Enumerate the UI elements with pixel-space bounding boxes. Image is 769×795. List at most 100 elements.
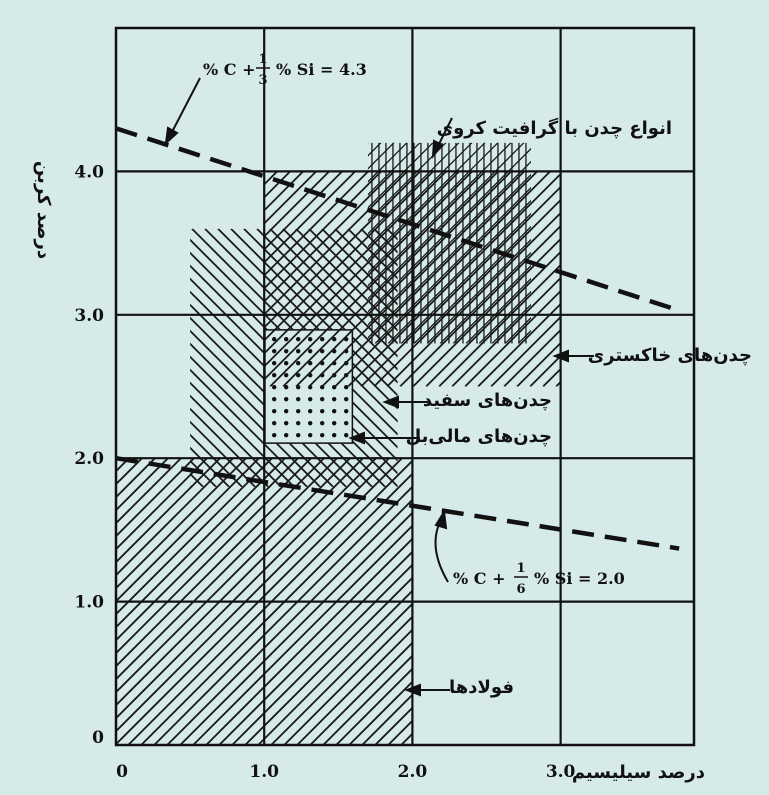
region-0-hatch xyxy=(348,680,413,745)
region-0-hatch xyxy=(116,458,169,512)
region-4-hatch xyxy=(726,143,769,344)
region-4 xyxy=(367,142,769,344)
region-2-dot xyxy=(320,408,325,414)
region-4-hatch xyxy=(439,251,531,344)
label-gray-iron: چدن‌های خاکستری xyxy=(588,345,752,366)
region-2-dot xyxy=(344,420,349,426)
region-4-hatch xyxy=(478,290,531,344)
region-1-hatch xyxy=(321,228,398,306)
region-4-hatch xyxy=(367,147,531,313)
region-0-hatch xyxy=(116,458,260,603)
region-3-hatch xyxy=(264,171,356,264)
region-2-dot xyxy=(320,420,325,426)
region-2-dot xyxy=(296,372,301,378)
region-3-hatch xyxy=(386,211,561,387)
boundary-line-1 xyxy=(115,455,680,551)
region-2-dot xyxy=(308,408,313,414)
region-3-hatch xyxy=(308,171,525,387)
leader-arrows xyxy=(164,77,594,697)
region-1-hatch xyxy=(190,420,256,487)
region-1-hatch xyxy=(308,228,398,319)
region-3-hatch xyxy=(264,171,330,238)
label-white-iron: چدن‌های سفید xyxy=(423,390,552,411)
region-2-dot xyxy=(272,336,277,342)
region-2-dot xyxy=(296,360,301,366)
region-2-dot xyxy=(320,396,325,402)
region-3-hatch xyxy=(264,171,473,381)
x-axis-label: درصد سیلیسیم xyxy=(572,762,705,783)
region-0-hatch xyxy=(309,641,413,745)
x-tick-label: 2.0 xyxy=(398,762,428,782)
arrow-upper-equation-head xyxy=(164,126,179,146)
region-2-dot xyxy=(308,396,313,402)
region-3-hatch xyxy=(264,171,460,368)
region-4-hatch xyxy=(367,142,408,183)
region-4-hatch xyxy=(713,143,769,344)
region-2-dot xyxy=(344,408,349,414)
region-3-hatch xyxy=(516,341,561,387)
region-2-dot xyxy=(308,336,313,342)
arrow-steels-head xyxy=(404,683,421,697)
arrow-upper-equation xyxy=(171,77,201,133)
region-2-dot xyxy=(284,372,289,378)
region-4-hatch xyxy=(687,143,769,344)
region-3-hatch xyxy=(412,237,561,387)
region-3-hatch xyxy=(264,171,434,342)
region-3-hatch xyxy=(264,171,395,303)
label-steels: فولادها xyxy=(449,677,514,698)
x-tick-label: 3.0 xyxy=(546,762,576,782)
region-3-hatch xyxy=(477,302,561,387)
region-1-hatch xyxy=(190,381,295,487)
label-malleable-iron: چدن‌های مالی‌بل xyxy=(406,426,552,447)
grid-lines xyxy=(116,28,694,745)
region-2 xyxy=(264,329,354,444)
region-3-hatch xyxy=(321,171,538,387)
arrow-lower-equation xyxy=(434,521,449,583)
region-2-dot xyxy=(308,348,313,354)
region-1-hatch xyxy=(190,407,269,487)
arrow-nodular xyxy=(437,117,453,147)
region-4-hatch xyxy=(465,277,531,344)
region-2-dot xyxy=(344,396,349,402)
region-2-dot xyxy=(272,420,277,426)
region-3-hatch xyxy=(334,171,551,387)
region-2-dot xyxy=(308,432,313,438)
eq-lower-num: 1 xyxy=(516,561,525,576)
arrow-lower-equation-head xyxy=(434,509,448,530)
region-0-hatch xyxy=(116,458,208,551)
region-4-hatch xyxy=(426,238,531,344)
arrow-white-head xyxy=(382,395,399,409)
region-2-dot xyxy=(296,432,301,438)
region-3-hatch xyxy=(264,171,369,277)
region-2-dot xyxy=(284,408,289,414)
region-1-hatch xyxy=(190,394,282,487)
region-0-hatch xyxy=(687,458,769,745)
region-3-hatch xyxy=(399,224,561,387)
region-2-dot xyxy=(296,396,301,402)
region-2-dot xyxy=(344,384,349,390)
arrow-gray-head xyxy=(552,349,569,363)
boundary-lines xyxy=(115,126,680,551)
region-4-hatch xyxy=(413,225,531,344)
region-2-dot xyxy=(272,384,277,390)
region-2-dot xyxy=(272,360,277,366)
equation-lower: % C + 1 6 % Si = 2.0 xyxy=(453,561,625,597)
y-tick-label: 3.0 xyxy=(74,306,104,326)
plot-frame xyxy=(114,26,696,747)
region-3-hatch xyxy=(751,171,769,386)
region-2-dot xyxy=(332,432,337,438)
region-3-hatch xyxy=(503,328,561,387)
region-3-hatch xyxy=(490,315,561,387)
region-0-hatch xyxy=(361,693,413,745)
region-1-hatch xyxy=(347,228,398,280)
region-2-dot xyxy=(284,432,289,438)
y-tick-label: 2.0 xyxy=(74,449,104,469)
region-2-dot xyxy=(284,336,289,342)
region-0-hatch xyxy=(116,458,247,590)
region-2-dot xyxy=(332,396,337,402)
region-2-dot xyxy=(284,384,289,390)
region-3-hatch xyxy=(264,171,421,329)
region-2-dot xyxy=(308,360,313,366)
region-0-hatch xyxy=(116,458,221,564)
